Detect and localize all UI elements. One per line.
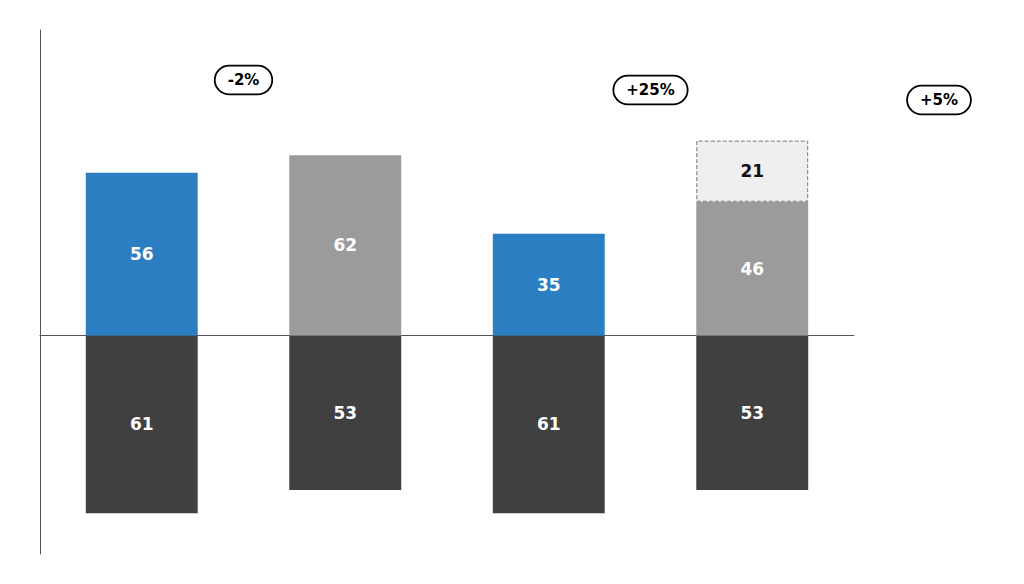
svg-text:+25%: +25% <box>626 81 674 99</box>
svg-text:53: 53 <box>333 403 357 423</box>
svg-text:56: 56 <box>130 244 154 264</box>
svg-text:+5%: +5% <box>920 91 958 109</box>
svg-text:62: 62 <box>333 235 357 255</box>
svg-text:53: 53 <box>740 403 764 423</box>
svg-text:61: 61 <box>537 414 561 434</box>
svg-text:21: 21 <box>740 161 764 181</box>
svg-text:46: 46 <box>740 259 764 279</box>
svg-text:35: 35 <box>537 275 561 295</box>
svg-text:61: 61 <box>130 414 154 434</box>
svg-text:-2%: -2% <box>228 71 260 89</box>
